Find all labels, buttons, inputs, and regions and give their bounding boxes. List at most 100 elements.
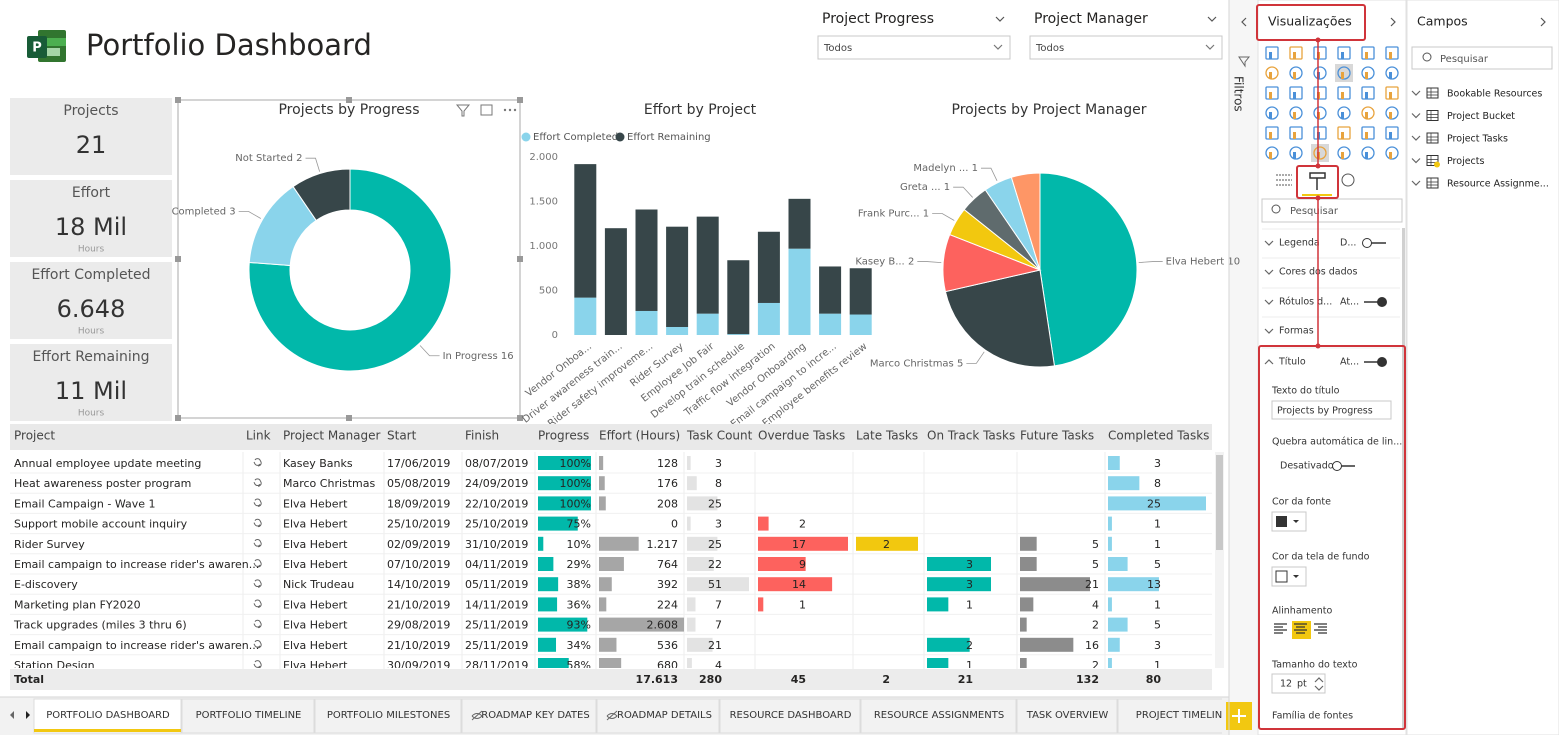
chevron[interactable]	[1264, 269, 1274, 275]
more-options-dot[interactable]	[503, 108, 507, 112]
section-label[interactable]: Legenda	[1279, 238, 1320, 249]
chevron[interactable]	[1314, 677, 1324, 683]
cell-text[interactable]: Annual employee update meeting	[14, 457, 201, 470]
bar[interactable]	[574, 164, 597, 298]
column-header[interactable]: On Track Tasks	[927, 429, 1015, 443]
chevron[interactable]	[1264, 240, 1274, 246]
resize-handle[interactable]	[175, 97, 181, 103]
chevron[interactable]	[995, 16, 1005, 22]
format-tab-icon[interactable]	[1309, 172, 1326, 190]
scrollbar-thumb[interactable]	[1216, 455, 1223, 550]
bar[interactable]	[757, 231, 780, 303]
bar[interactable]	[604, 228, 627, 335]
link-icon[interactable]	[253, 498, 262, 507]
cell-text[interactable]: Email campaign to increase rider's aware…	[14, 558, 259, 571]
align-button[interactable]	[1294, 623, 1307, 634]
resize-handle[interactable]	[517, 256, 523, 262]
column-header[interactable]: Project Manager	[283, 429, 381, 443]
chevron[interactable]	[1411, 113, 1421, 119]
search-box[interactable]	[1411, 46, 1553, 70]
page-tab[interactable]	[1117, 698, 1239, 734]
chevron[interactable]	[993, 44, 1003, 50]
resize-handle[interactable]	[517, 97, 523, 103]
column-header[interactable]: Project	[14, 429, 55, 443]
section-label[interactable]: Título	[1278, 357, 1306, 368]
slice[interactable]	[292, 168, 351, 222]
bar[interactable]	[849, 314, 872, 335]
bar[interactable]	[696, 216, 719, 314]
column-header[interactable]: Task Count	[686, 429, 753, 443]
bar[interactable]	[788, 198, 811, 249]
resize-handle[interactable]	[346, 97, 352, 103]
bar[interactable]	[727, 334, 750, 335]
chevron[interactable]	[1540, 17, 1546, 27]
bar[interactable]	[849, 268, 872, 315]
field-table[interactable]: Bookable Resources	[1447, 89, 1542, 100]
chevron[interactable]	[1241, 17, 1247, 27]
toggle-knob[interactable]	[1377, 357, 1387, 367]
bar[interactable]	[819, 313, 842, 335]
column-header[interactable]: Start	[387, 429, 417, 443]
chevron[interactable]	[1264, 328, 1274, 334]
bar[interactable]	[666, 226, 689, 327]
column-header[interactable]: Link	[246, 429, 271, 443]
align-button[interactable]	[1274, 623, 1287, 634]
chevron[interactable]	[1411, 180, 1421, 186]
chevron[interactable]	[1411, 90, 1421, 96]
column-header[interactable]: Completed Tasks	[1108, 429, 1209, 443]
bar[interactable]	[574, 297, 597, 335]
cell-text[interactable]: Support mobile account inquiry	[14, 518, 188, 531]
chevron[interactable]	[1390, 17, 1396, 27]
filter-icon[interactable]	[455, 104, 471, 117]
link-icon[interactable]	[253, 518, 262, 528]
cell-text[interactable]: Rider Survey	[14, 538, 85, 551]
chevron[interactable]	[1264, 359, 1274, 365]
cell-text[interactable]: Heat awareness poster program	[14, 477, 191, 490]
column-header[interactable]: Progress	[538, 429, 589, 443]
cell-text[interactable]: Track upgrades (miles 3 thru 6)	[13, 619, 187, 632]
analytics-tab-icon[interactable]	[1341, 173, 1355, 187]
cell-text[interactable]: Marketing plan FY2020	[14, 598, 141, 611]
cell-text[interactable]: Email campaign to increase rider's aware…	[14, 639, 259, 652]
link-icon[interactable]	[253, 599, 262, 608]
field-table[interactable]: Resource Assignme...	[1447, 179, 1549, 190]
link-icon[interactable]	[253, 478, 262, 487]
link-icon[interactable]	[253, 640, 262, 649]
bar[interactable]	[666, 326, 689, 335]
cell-text[interactable]: Station Design	[14, 659, 95, 672]
more-options-dot[interactable]	[513, 108, 517, 112]
filter-pane-icon[interactable]	[1238, 56, 1251, 68]
title-text-input[interactable]	[1271, 400, 1392, 420]
link-icon[interactable]	[253, 619, 262, 629]
text-size-spinner[interactable]	[1271, 673, 1326, 694]
bar[interactable]	[635, 209, 658, 311]
resize-handle[interactable]	[175, 256, 181, 262]
column-header[interactable]: Late Tasks	[856, 429, 918, 443]
bar[interactable]	[788, 248, 811, 335]
bar[interactable]	[727, 260, 750, 335]
filters-pane-title[interactable]: Filtros	[1232, 76, 1246, 112]
page-tab[interactable]	[1016, 698, 1118, 734]
link-icon[interactable]	[253, 660, 262, 668]
chevron[interactable]	[1314, 685, 1324, 691]
resize-handle[interactable]	[175, 415, 181, 421]
column-header[interactable]: Overdue Tasks	[758, 429, 845, 443]
column-header[interactable]: Finish	[465, 429, 499, 443]
align-button[interactable]	[1314, 623, 1327, 634]
page-tab[interactable]	[181, 698, 315, 734]
bar[interactable]	[696, 313, 719, 335]
page-tab[interactable]	[719, 698, 861, 734]
column-header[interactable]: Future Tasks	[1020, 429, 1094, 443]
slice[interactable]	[1039, 172, 1138, 367]
tab-scroll-right[interactable]	[26, 711, 30, 719]
toggle-knob[interactable]	[1332, 461, 1342, 471]
link-icon[interactable]	[253, 539, 262, 548]
bar[interactable]	[635, 310, 658, 335]
slice[interactable]	[944, 269, 1056, 368]
field-table[interactable]: Projects	[1447, 156, 1485, 167]
page-tab[interactable]	[461, 698, 597, 734]
resize-handle[interactable]	[346, 415, 352, 421]
slice[interactable]	[248, 168, 452, 372]
page-tab[interactable]	[33, 698, 182, 734]
fields-tab-icon[interactable]	[1276, 174, 1292, 186]
